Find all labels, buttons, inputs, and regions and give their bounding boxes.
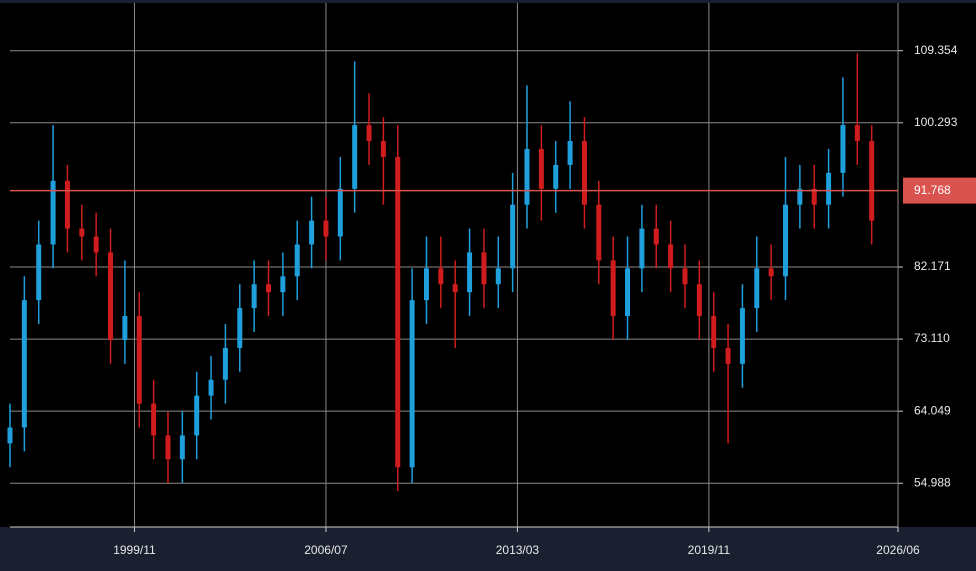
candle-body	[208, 379, 214, 396]
candle-body	[21, 300, 27, 428]
candle-body	[165, 435, 171, 460]
candle-body	[797, 188, 803, 205]
candle-body	[280, 276, 286, 293]
candle-body	[538, 148, 544, 189]
candle-body	[610, 260, 616, 317]
candle-body	[639, 228, 645, 269]
candle-body	[783, 204, 789, 277]
x-tick-label: 2006/07	[304, 543, 348, 557]
candle-body	[668, 244, 674, 269]
candle-body	[136, 316, 142, 404]
candle-body	[481, 252, 487, 285]
candle-body	[567, 141, 573, 165]
candle-body	[266, 284, 272, 293]
x-tick-label: 2013/03	[496, 543, 540, 557]
last-price-label: 91.768	[914, 183, 951, 197]
candle-body	[122, 316, 128, 340]
candle-body	[323, 220, 329, 237]
x-tick-label: 2019/11	[688, 543, 731, 557]
candle-body	[438, 268, 444, 285]
candle-body	[108, 252, 114, 340]
candle-body	[64, 180, 70, 229]
candle-body	[50, 180, 56, 245]
candle-body	[36, 244, 42, 301]
candle-body	[725, 347, 731, 364]
candle-body	[553, 164, 559, 189]
candle-body	[79, 228, 85, 237]
candle-body	[222, 347, 228, 380]
candle-body	[754, 268, 760, 309]
candle-body	[854, 125, 860, 142]
candle-body	[682, 268, 688, 285]
candle-body	[409, 300, 415, 468]
candle-body	[581, 141, 587, 205]
candle-body	[510, 204, 516, 269]
candle-body	[151, 403, 157, 436]
candle-body	[840, 125, 846, 173]
x-tick-label: 1999/11	[113, 543, 156, 557]
candle-body	[380, 141, 386, 157]
candle-body	[653, 228, 659, 245]
candle-body	[93, 236, 99, 253]
y-tick-label: 64.049	[914, 403, 951, 417]
candle-body	[179, 435, 185, 460]
candle-body	[395, 156, 401, 468]
candle-body	[467, 252, 473, 293]
candle-body	[237, 308, 243, 348]
candle-body	[711, 316, 717, 348]
candle-body	[352, 125, 358, 189]
x-tick-label: 2026/06	[876, 543, 920, 557]
candle-body	[194, 395, 200, 436]
last-price-box	[903, 177, 976, 204]
candle-body	[739, 308, 745, 364]
candle-body	[423, 268, 429, 301]
y-tick-label: 82.171	[914, 259, 951, 273]
candle-body	[826, 172, 832, 205]
candle-body	[596, 204, 602, 261]
y-tick-label: 54.988	[914, 475, 951, 489]
candle-body	[294, 244, 300, 277]
candle-body	[452, 284, 458, 293]
candle-body	[495, 268, 501, 285]
candle-body	[251, 284, 257, 309]
candle-body	[696, 284, 702, 317]
y-tick-label: 100.293	[914, 115, 958, 129]
candle-body	[337, 188, 343, 237]
plot-area	[0, 3, 976, 527]
candle-body	[768, 268, 774, 277]
y-tick-label: 73.110	[914, 331, 950, 345]
candle-body	[869, 141, 875, 221]
candle-body	[309, 220, 315, 245]
candle-body	[811, 188, 817, 205]
candle-body	[7, 427, 13, 444]
candle-body	[366, 125, 372, 142]
y-tick-label: 109.354	[914, 43, 958, 57]
candle-body	[524, 148, 530, 205]
candle-body	[625, 268, 631, 317]
